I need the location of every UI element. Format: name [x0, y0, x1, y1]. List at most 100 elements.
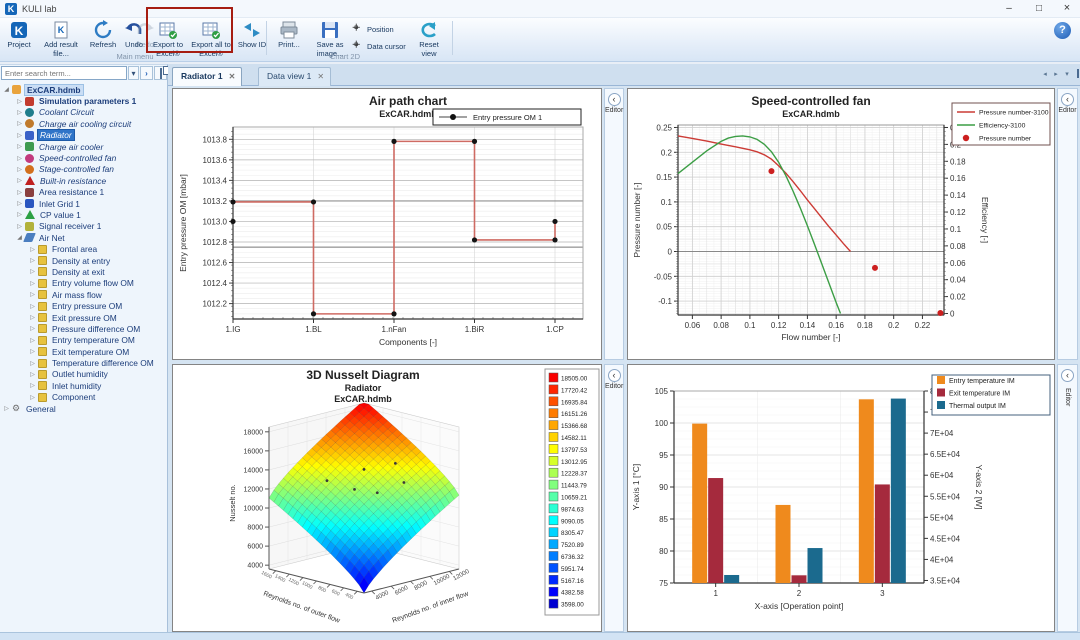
detach-panel-icon[interactable] — [154, 66, 167, 80]
tree-item-general[interactable]: ▷ ⚙ General — [0, 403, 167, 414]
doc-icon — [38, 324, 47, 334]
operation-point-bar-chart[interactable]: 75 80 85 90 95 100 105 3.5E+04 4E+04 4.5E+04 5E+04… — [628, 365, 1054, 631]
expand-arrow-icon[interactable]: ▷ — [30, 315, 35, 321]
search-input[interactable] — [1, 66, 127, 80]
redo-button[interactable]: Redo — [134, 20, 156, 60]
expand-arrow-icon[interactable]: ▷ — [30, 394, 35, 401]
show-id-button[interactable]: Show ID — [236, 20, 268, 60]
expand-arrow-icon[interactable]: ▷ — [30, 360, 35, 367]
export-to-excel-button[interactable]: Export to Excel® — [148, 20, 188, 60]
expand-arrow-icon[interactable]: ▷ — [17, 178, 22, 185]
expand-arrow-icon[interactable]: ◢ — [17, 235, 22, 242]
expand-arrow-icon[interactable]: ▷ — [30, 292, 35, 299]
expand-arrow-icon[interactable]: ▷ — [17, 155, 22, 162]
editor-collapse-button[interactable]: ‹ — [1061, 369, 1074, 382]
expand-arrow-icon[interactable]: ▷ — [30, 371, 35, 378]
add-result-file-button[interactable]: K Add result file... — [38, 20, 84, 60]
tree-item-signal-receiver-1[interactable]: ▷ Signal receiver 1 — [0, 221, 167, 232]
expand-arrow-icon[interactable]: ▷ — [30, 326, 35, 333]
tree-item-charge-air-cooling-circuit[interactable]: ▷ Charge air cooling circuit — [0, 118, 167, 129]
tree-item-air-mass-flow[interactable]: ▷ Air mass flow — [0, 289, 167, 300]
tree-item-inlet-grid-1[interactable]: ▷ Inlet Grid 1 — [0, 198, 167, 209]
print-button[interactable]: Print... — [272, 20, 306, 60]
tab-close-icon[interactable]: ✕ — [228, 72, 236, 81]
maximize-icon[interactable]: □ — [1035, 3, 1043, 14]
close-icon[interactable]: × — [1063, 2, 1071, 14]
editor-collapse-button[interactable]: ‹ — [1061, 93, 1074, 106]
expand-arrow-icon[interactable]: ▷ — [17, 223, 22, 230]
tab-scroll-right-icon[interactable]: ▸ — [1054, 71, 1058, 78]
expand-arrow-icon[interactable]: ▷ — [17, 109, 22, 116]
tab-layout-icon[interactable] — [1073, 69, 1080, 78]
svg-text:1600: 1600 — [260, 570, 273, 581]
tree-item-density-at-entry[interactable]: ▷ Density at entry — [0, 255, 167, 266]
expand-arrow-icon[interactable]: ▷ — [30, 258, 35, 265]
tree-item-radiator[interactable]: ▷ Radiator — [0, 129, 167, 142]
minimize-icon[interactable]: – — [1006, 3, 1012, 14]
search-go-icon[interactable]: › — [140, 66, 153, 80]
svg-text:1012.6: 1012.6 — [203, 259, 228, 268]
editor-collapse-button[interactable]: ‹ — [607, 369, 621, 382]
expand-arrow-icon[interactable]: ▷ — [30, 269, 35, 276]
expand-arrow-icon[interactable]: ▷ — [30, 383, 35, 390]
expand-arrow-icon[interactable]: ◢ — [4, 87, 9, 94]
export-all-to-excel-button[interactable]: Export all to Excel® — [190, 20, 232, 60]
tree-item-exit-temperature-om[interactable]: ▷ Exit temperature OM — [0, 346, 167, 357]
tree-item-cp-value-1[interactable]: ▷ CP value 1 — [0, 209, 167, 220]
tab-close-icon[interactable]: ✕ — [317, 72, 325, 81]
expand-arrow-icon[interactable]: ▷ — [30, 349, 35, 356]
help-button[interactable]: ? — [1054, 22, 1071, 39]
tree-item-area-resistance-1[interactable]: ▷ Area resistance 1 — [0, 187, 167, 198]
undo-button[interactable]: Undo — [120, 20, 148, 60]
tree-item-speed-controlled-fan[interactable]: ▷ Speed-controlled fan — [0, 152, 167, 163]
tree-item-inlet-humidity[interactable]: ▷ Inlet humidity — [0, 380, 167, 391]
tree-item-air-net[interactable]: ◢ Air Net — [0, 232, 167, 243]
tree-item-simulation-parameters-1[interactable]: ▷ Simulation parameters 1 — [0, 95, 167, 106]
tree-item-excar-hdmb[interactable]: ◢ ExCAR.hdmb — [0, 84, 167, 96]
tree-item-label: Density at entry — [52, 255, 111, 266]
tab-list-icon[interactable]: ▾ — [1065, 71, 1069, 78]
expand-arrow-icon[interactable]: ▷ — [30, 280, 35, 287]
search-dropdown-icon[interactable]: ▾ — [128, 66, 139, 80]
tree-item-frontal-area[interactable]: ▷ Frontal area — [0, 243, 167, 254]
expand-arrow-icon[interactable]: ▷ — [4, 406, 9, 413]
expand-arrow-icon[interactable]: ▷ — [17, 132, 22, 139]
tree-item-density-at-exit[interactable]: ▷ Density at exit — [0, 266, 167, 277]
tree-item-entry-volume-flow-om[interactable]: ▷ Entry volume flow OM — [0, 278, 167, 289]
tab-data-view-1[interactable]: Data view 1 ✕ — [258, 67, 332, 86]
expand-arrow-icon[interactable]: ▷ — [17, 212, 22, 219]
position-button[interactable]: Position — [352, 22, 394, 37]
expand-arrow-icon[interactable]: ▷ — [30, 337, 35, 344]
tab-scroll-left-icon[interactable]: ◂ — [1043, 71, 1047, 78]
expand-arrow-icon[interactable]: ▷ — [17, 144, 22, 151]
tree-item-outlet-humidity[interactable]: ▷ Outlet humidity — [0, 369, 167, 380]
tree-item-charge-air-cooler[interactable]: ▷ Charge air cooler — [0, 141, 167, 152]
tree-item-entry-pressure-om[interactable]: ▷ Entry pressure OM — [0, 300, 167, 311]
doc-icon — [38, 369, 47, 379]
tab-radiator-1[interactable]: Radiator 1 ✕ — [172, 67, 243, 86]
tree-item-component[interactable]: ▷ Component — [0, 392, 167, 403]
reset-view-button[interactable]: Reset view — [412, 20, 446, 60]
tree-item-temperature-difference-om[interactable]: ▷ Temperature difference OM — [0, 357, 167, 368]
expand-arrow-icon[interactable]: ▷ — [30, 246, 35, 253]
refresh-button[interactable]: Refresh — [86, 20, 120, 60]
tree-item-stage-controlled-fan[interactable]: ▷ Stage-controlled fan — [0, 164, 167, 175]
expand-arrow-icon[interactable]: ▷ — [17, 121, 22, 128]
tree-item-pressure-difference-om[interactable]: ▷ Pressure difference OM — [0, 323, 167, 334]
data-cursor-button[interactable]: Data cursor — [352, 39, 406, 54]
expand-arrow-icon[interactable]: ▷ — [30, 303, 35, 310]
tree-item-entry-temperature-om[interactable]: ▷ Entry temperature OM — [0, 335, 167, 346]
editor-collapse-button[interactable]: ‹ — [607, 93, 621, 106]
expand-arrow-icon[interactable]: ▷ — [17, 98, 22, 105]
expand-arrow-icon[interactable]: ▷ — [17, 189, 22, 196]
save-as-image-button[interactable]: Save as image... — [308, 20, 352, 60]
tree-item-exit-pressure-om[interactable]: ▷ Exit pressure OM — [0, 312, 167, 323]
tree-item-coolant-circuit[interactable]: ▷ Coolant Circuit — [0, 107, 167, 118]
expand-arrow-icon[interactable]: ▷ — [17, 166, 22, 173]
tree-item-built-in-resistance[interactable]: ▷ Built-in resistance — [0, 175, 167, 186]
expand-arrow-icon[interactable]: ▷ — [17, 201, 22, 208]
project-button[interactable]: K Project — [2, 20, 36, 60]
